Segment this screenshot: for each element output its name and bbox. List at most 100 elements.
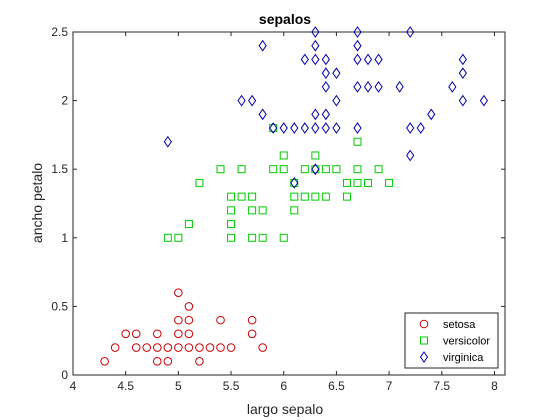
versicolor-point [248, 206, 257, 215]
virginica-point [374, 81, 383, 93]
virginica-point [406, 149, 415, 162]
x-tick-label: 5 [175, 379, 182, 393]
versicolor-point [332, 165, 341, 174]
versicolor-point [248, 192, 257, 201]
setosa-point [163, 343, 173, 352]
versicolor-point [353, 178, 362, 187]
virginica-point [311, 26, 320, 38]
versicolor-point [184, 220, 193, 229]
versicolor-point [195, 178, 204, 187]
setosa-point [247, 329, 257, 339]
virginica-point [237, 94, 246, 107]
versicolor-point [237, 165, 246, 174]
virginica-point [321, 67, 330, 80]
versicolor-point [353, 165, 362, 174]
versicolor-point [269, 165, 278, 174]
virginica-point [374, 53, 383, 66]
setosa-point [258, 343, 267, 352]
virginica-point [458, 53, 467, 66]
virginica-point [363, 81, 373, 93]
versicolor-point [311, 192, 320, 201]
virginica-point [321, 108, 330, 121]
setosa-point [174, 343, 183, 352]
x-axis-label: largo sepalo [247, 401, 323, 417]
virginica-point [353, 122, 362, 134]
setosa-point [110, 343, 120, 352]
virginica-point [321, 53, 330, 66]
versicolor-point [174, 233, 183, 242]
virginica-point [448, 81, 457, 93]
x-tick-label: 7 [386, 379, 393, 393]
versicolor-point [321, 192, 330, 201]
setosa-point [195, 356, 204, 366]
setosa-point [195, 343, 204, 352]
virginica-point [279, 122, 288, 134]
setosa-point [152, 329, 162, 339]
versicolor-point [216, 165, 225, 174]
versicolor-point [258, 233, 267, 242]
virginica-point [353, 26, 362, 38]
versicolor-point [279, 151, 288, 160]
virginica-point [290, 122, 299, 134]
virginica-point [300, 53, 309, 66]
virginica-point [258, 108, 267, 121]
versicolor-point [248, 233, 257, 242]
legend-label-setosa: setosa [443, 319, 476, 331]
virginica-point [258, 39, 267, 52]
x-tick-label: 4.5 [117, 379, 134, 393]
virginica-point [395, 81, 404, 93]
virginica-point [248, 94, 257, 107]
virginica-point [163, 135, 172, 148]
virginica-point [332, 122, 341, 134]
versicolor-point [300, 192, 309, 201]
versicolor-point [279, 233, 288, 242]
virginica-point [406, 26, 415, 38]
virginica-point [321, 81, 330, 93]
virginica-point [458, 94, 467, 107]
x-tick-label: 4 [70, 379, 77, 393]
versicolor-point [342, 178, 351, 187]
versicolor-point [321, 165, 330, 174]
x-tick-label: 7.5 [433, 379, 450, 393]
setosa-point [174, 329, 183, 339]
setosa-point [216, 315, 225, 325]
setosa-point [121, 329, 130, 339]
versicolor-point [385, 178, 394, 187]
versicolor-point [227, 220, 236, 229]
versicolor-point [311, 151, 320, 160]
versicolor-point [300, 165, 309, 174]
legend-marker-virginica [419, 351, 429, 363]
setosa-point [152, 343, 162, 352]
virginica-point [406, 122, 415, 134]
versicolor-point [227, 206, 236, 215]
virginica-point [311, 39, 320, 52]
virginica-point [269, 122, 278, 134]
setosa-point [205, 343, 215, 352]
versicolor-point [227, 192, 236, 201]
virginica-point [311, 163, 320, 176]
y-tick-label: 2 [61, 94, 68, 108]
versicolor-point [290, 206, 299, 215]
setosa-point [174, 288, 183, 297]
x-tick-label: 5.5 [223, 379, 240, 393]
legend: setosa versicolor virginica [404, 312, 499, 369]
versicolor-point [290, 192, 299, 201]
setosa-point [247, 315, 257, 325]
setosa-point [163, 356, 173, 366]
versicolor-point [374, 165, 383, 174]
setosa-point [142, 343, 152, 352]
legend-label-versicolor: versicolor [443, 336, 490, 348]
virginica-point [321, 122, 330, 134]
virginica-point [427, 108, 436, 121]
versicolor-point [237, 192, 246, 201]
y-tick-label: 0.5 [51, 299, 68, 313]
virginica-point [353, 81, 362, 93]
virginica-point [290, 177, 299, 189]
setosa-point [184, 329, 194, 339]
y-tick-label: 0 [61, 368, 68, 382]
legend-label-virginica: virginica [443, 352, 484, 364]
setosa-point [184, 302, 194, 311]
y-axis-label: ancho petalo [29, 163, 45, 243]
virginica-point [332, 67, 341, 80]
